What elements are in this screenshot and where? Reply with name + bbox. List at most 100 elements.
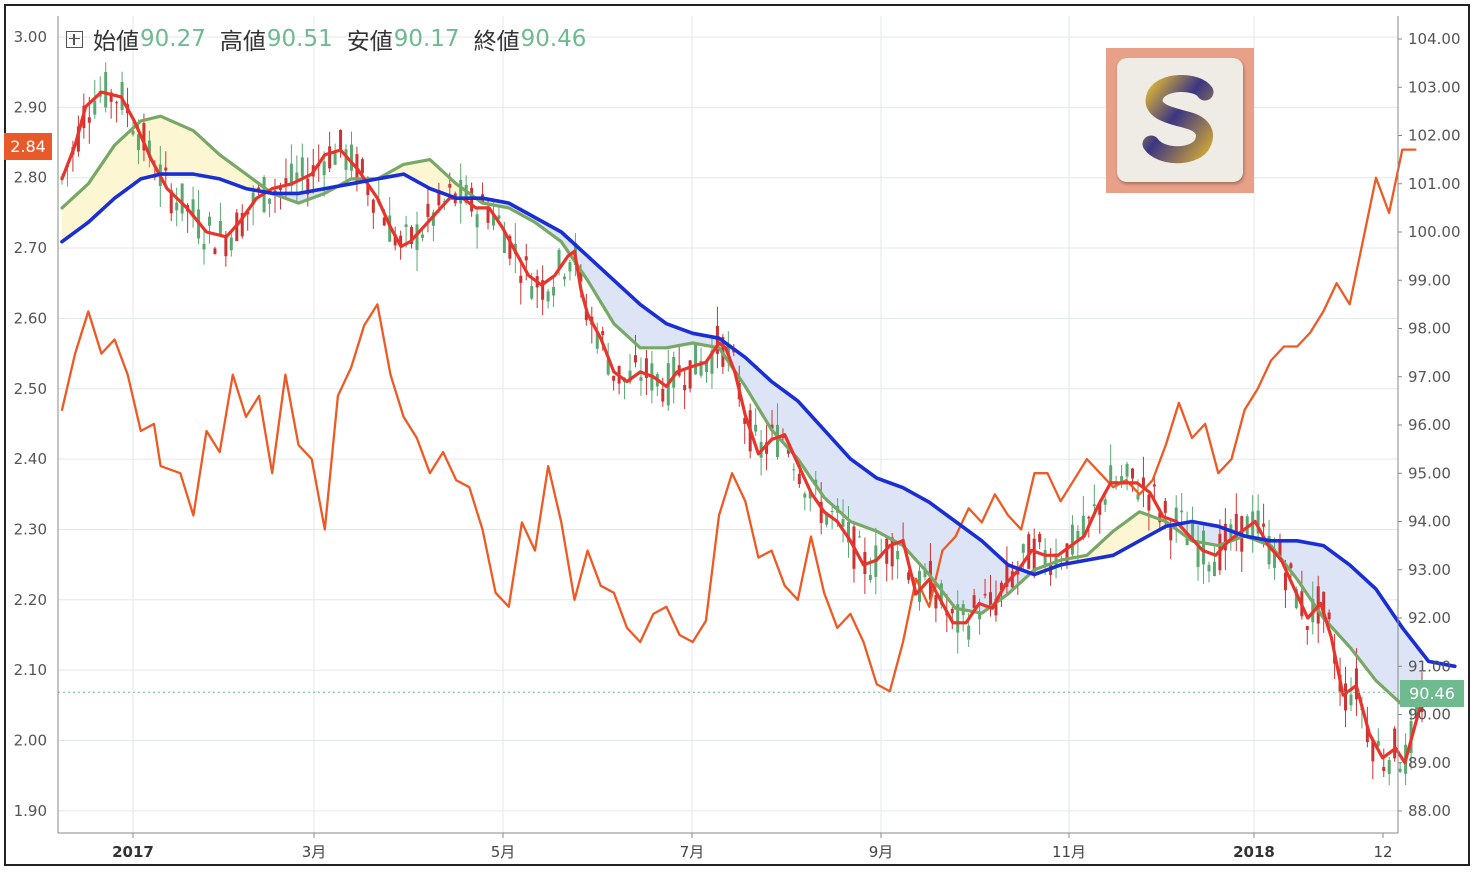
- candle-body: [87, 117, 91, 123]
- candle-body: [224, 236, 228, 257]
- right-tick-label: 97.00: [1408, 368, 1451, 386]
- right-tick-label: 92.00: [1408, 609, 1451, 627]
- candle-body: [1393, 728, 1397, 759]
- candle-body: [136, 134, 140, 151]
- candle-body: [1070, 524, 1074, 555]
- candle-body: [1283, 572, 1287, 591]
- left-tick-label: 2.10: [14, 661, 47, 679]
- candle-body: [1136, 494, 1140, 500]
- candle-body: [1376, 741, 1380, 746]
- left-tick-label: 2.40: [14, 450, 47, 468]
- candle-body: [792, 469, 796, 471]
- candle-body: [1021, 544, 1025, 553]
- candle-body: [1087, 516, 1091, 519]
- candle-body: [1223, 523, 1227, 551]
- candle-body: [371, 199, 375, 213]
- ohlc-header: 始値 90.27 高値 90.51 安値 90.17 終値 90.46: [66, 22, 586, 56]
- candle-body: [1005, 564, 1009, 587]
- expand-icon[interactable]: [66, 30, 83, 48]
- ma-fill-bands: [62, 116, 1422, 705]
- candle-body: [688, 360, 692, 389]
- candle-body: [710, 350, 714, 374]
- x-tick-label: 9月: [869, 843, 894, 861]
- candle-body: [907, 572, 911, 580]
- candle-body: [1109, 465, 1113, 483]
- axes: [57, 16, 1402, 838]
- right-tick-label: 102.00: [1408, 127, 1461, 145]
- x-tick-label: 5月: [491, 843, 516, 861]
- candle-body: [830, 510, 834, 512]
- candle-body: [1327, 612, 1331, 620]
- candle-body: [1191, 520, 1195, 542]
- candle-body: [191, 199, 195, 218]
- candle-body: [1202, 530, 1206, 565]
- right-tick-label: 89.00: [1408, 754, 1451, 772]
- candle-body: [770, 424, 774, 429]
- candle-body: [956, 604, 960, 633]
- candle-body: [1038, 533, 1042, 543]
- candle-body: [934, 595, 938, 609]
- candle-body: [1278, 541, 1282, 561]
- x-tick-label: 2017: [112, 843, 154, 861]
- candle-body: [1054, 553, 1058, 567]
- candle-body: [726, 343, 730, 355]
- left-tick-label: 2.60: [14, 309, 47, 327]
- right-tick-label: 95.00: [1408, 464, 1451, 482]
- candle-body: [1371, 740, 1375, 762]
- candle-body: [1065, 543, 1069, 565]
- candle-body: [322, 161, 326, 176]
- candle-body: [967, 625, 971, 640]
- candle-body: [1043, 550, 1047, 565]
- ma-slow-line: [60, 172, 1457, 669]
- candle-body: [475, 214, 479, 228]
- candle-body: [284, 178, 288, 186]
- candle-body: [562, 276, 566, 280]
- candle-body: [699, 360, 703, 376]
- left-tick-label: 2.30: [14, 520, 47, 538]
- candle-body: [448, 184, 452, 188]
- candle-body: [344, 149, 348, 170]
- candle-body: [1322, 591, 1326, 615]
- right-tick-label: 91.00: [1408, 657, 1451, 675]
- candle-body: [683, 385, 687, 391]
- tick-labels: 3.00 2.90 2.80 2.70 2.60 2.50 2.40 2.30 2.20 2.10…: [14, 28, 1461, 861]
- candle-body: [328, 146, 332, 169]
- candle-body: [519, 275, 523, 283]
- candle-body: [1125, 463, 1129, 477]
- candle-body: [715, 325, 719, 354]
- candle-body: [415, 224, 419, 251]
- candle-body: [202, 243, 206, 250]
- ma-band: [1170, 521, 1422, 705]
- series-lines: [58, 90, 1457, 765]
- candle-body: [1076, 530, 1080, 542]
- candle-body: [1234, 513, 1238, 539]
- right-tick-label: 94.00: [1408, 513, 1451, 531]
- candle-body: [229, 237, 233, 251]
- right-tick-label: 103.00: [1408, 78, 1461, 96]
- candle-body: [890, 537, 894, 567]
- candle-body: [1196, 542, 1200, 567]
- candle-body: [1294, 588, 1298, 609]
- candle-body: [1267, 535, 1271, 565]
- candle-body: [464, 184, 468, 203]
- candle-body: [530, 286, 534, 299]
- candle-body: [404, 224, 408, 228]
- current-yield-badge: 2.84: [4, 133, 52, 160]
- candle-body: [491, 213, 495, 226]
- candle-body: [595, 331, 599, 349]
- candle-body: [1163, 500, 1167, 513]
- candle-body: [797, 473, 801, 485]
- grid: [58, 16, 1398, 833]
- candle-body: [1027, 534, 1031, 569]
- candle-body: [639, 377, 643, 381]
- right-tick-label: 98.00: [1408, 320, 1451, 338]
- candle-body: [300, 157, 304, 177]
- candle-body: [142, 123, 146, 151]
- candle-body: [497, 215, 501, 219]
- ma-mid-line: [60, 114, 1424, 707]
- candle-body: [524, 256, 528, 261]
- candle-body: [552, 286, 556, 296]
- candle-body: [1398, 768, 1402, 772]
- candle-body: [999, 582, 1003, 591]
- candle-body: [360, 159, 364, 174]
